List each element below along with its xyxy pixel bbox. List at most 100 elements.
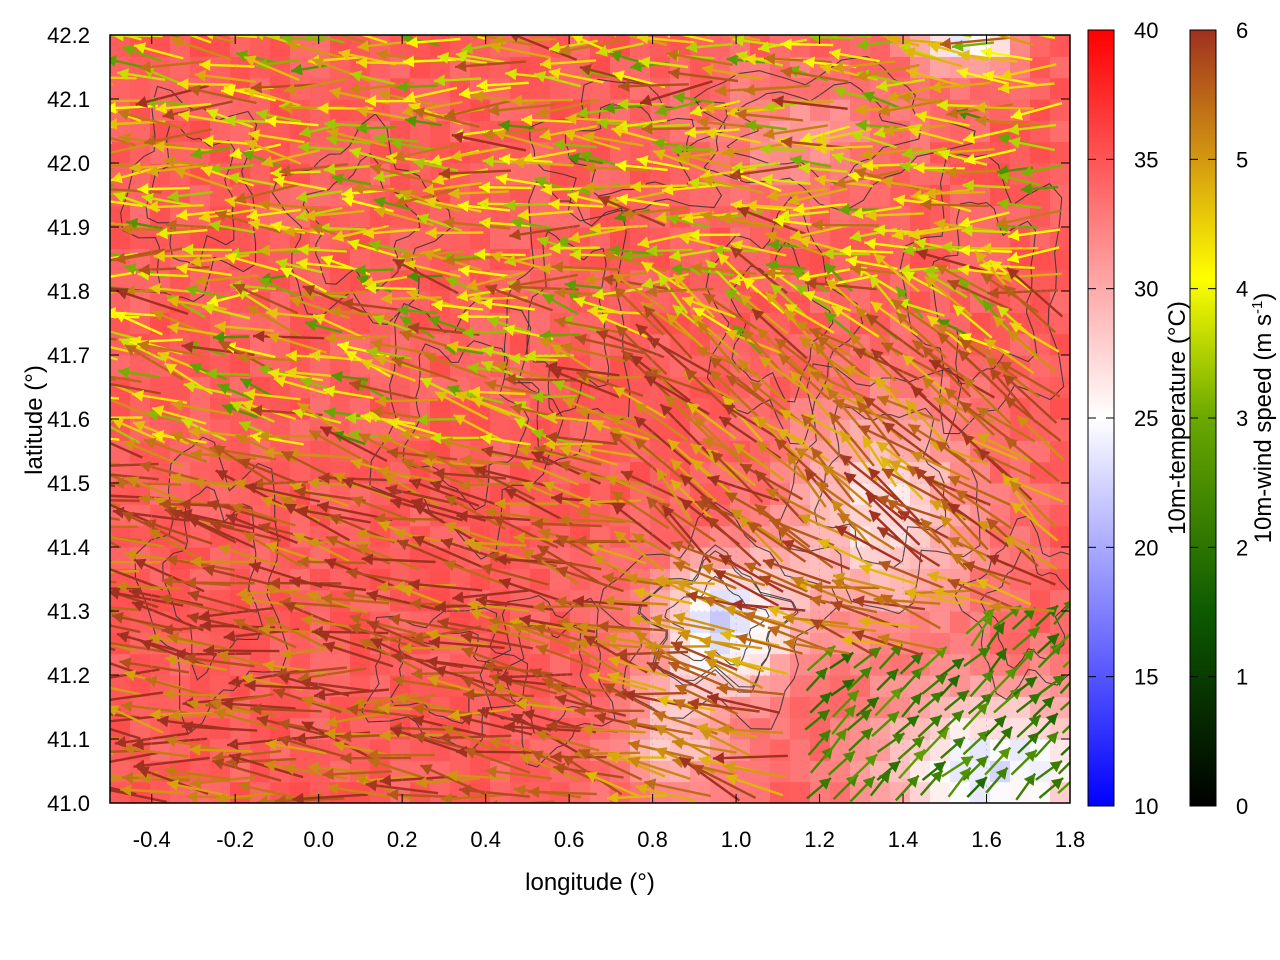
temperature-cell bbox=[410, 675, 431, 697]
temperature-cell bbox=[590, 717, 611, 740]
temperature-cell bbox=[190, 184, 211, 207]
temperature-cell bbox=[390, 568, 411, 591]
temperature-cell bbox=[610, 760, 631, 783]
wind-vector bbox=[110, 378, 117, 381]
colorbar-tick-label: 15 bbox=[1134, 665, 1158, 690]
temperature-cell bbox=[330, 141, 351, 164]
wind-vector bbox=[110, 647, 116, 652]
temperature-cell bbox=[310, 355, 331, 377]
temperature-cell bbox=[110, 397, 131, 420]
temperature-cell bbox=[390, 35, 411, 57]
temperature-cell bbox=[110, 547, 131, 569]
temperature-cell bbox=[130, 355, 151, 377]
temperature-cell bbox=[190, 717, 211, 740]
temperature-cell bbox=[170, 483, 191, 505]
temperature-cell bbox=[390, 120, 411, 143]
x-tick-label: 1.2 bbox=[804, 827, 835, 852]
temperature-cell bbox=[890, 611, 911, 633]
temperature-cell bbox=[310, 675, 331, 697]
temperature-cell bbox=[230, 568, 251, 591]
temperature-cell bbox=[930, 611, 951, 633]
temperature-cell bbox=[950, 632, 971, 655]
temperature-cell bbox=[890, 781, 911, 803]
temperature-cell bbox=[250, 568, 271, 591]
y-tick-label: 41.4 bbox=[47, 535, 90, 560]
colorbar-tick-label: 25 bbox=[1134, 406, 1158, 431]
temperature-cell bbox=[110, 141, 131, 164]
temperature-cell bbox=[350, 248, 371, 271]
temperature-cell bbox=[650, 525, 671, 548]
temperature-cell bbox=[390, 653, 411, 676]
temperature-cell bbox=[170, 675, 191, 697]
temperature-cell bbox=[330, 696, 351, 719]
temperature-cell bbox=[370, 440, 391, 463]
y-tick-label: 41.9 bbox=[47, 215, 90, 240]
temperature-cell bbox=[630, 696, 651, 719]
temperature-cell bbox=[170, 56, 191, 79]
temperature-cell bbox=[790, 739, 811, 761]
temperature-cell bbox=[970, 205, 991, 228]
y-axis-label: latitude (°) bbox=[21, 365, 48, 475]
x-axis-label: longitude (°) bbox=[525, 869, 655, 896]
temperature-cell bbox=[410, 739, 431, 761]
x-tick-label: 1.8 bbox=[1055, 827, 1086, 852]
wind-colorbar-label-main: 10m-wind speed (m s bbox=[1250, 314, 1277, 543]
y-tick-label: 41.2 bbox=[47, 663, 90, 688]
temperature-cell bbox=[810, 504, 831, 527]
y-tick-label: 42.1 bbox=[47, 87, 90, 112]
plot-area: -0.4 -0.2 0.0 0.2 0.4 0.6 0.8 1.0 1.2 1.4 1.6 1.8 4… bbox=[47, 23, 1086, 852]
temperature-cell bbox=[290, 120, 311, 143]
temperature-cell bbox=[150, 376, 171, 399]
temperature-cell bbox=[570, 312, 591, 335]
temperature-cell bbox=[610, 141, 631, 164]
temperature-cell bbox=[930, 781, 951, 803]
temperature-cell bbox=[1050, 56, 1070, 79]
temperature-cell bbox=[330, 483, 351, 505]
temperature-cell bbox=[110, 675, 131, 697]
temperature-cell bbox=[970, 653, 991, 676]
temperature-cell bbox=[990, 632, 1011, 655]
wind-colorbar-label: 10m-wind speed (m s-1) bbox=[1249, 293, 1277, 544]
temperature-cell bbox=[750, 227, 771, 249]
temperature-cell bbox=[230, 227, 251, 249]
temperature-cell bbox=[710, 781, 731, 803]
temperature-cell bbox=[910, 205, 931, 228]
y-tick-label: 41.1 bbox=[47, 727, 90, 752]
temperature-cell bbox=[550, 653, 571, 676]
temperature-cell bbox=[690, 227, 711, 249]
temperature-cell bbox=[490, 717, 511, 740]
temperature-cell bbox=[130, 675, 151, 697]
temperature-cell bbox=[650, 163, 671, 185]
y-tick-label: 41.6 bbox=[47, 407, 90, 432]
temperature-cell bbox=[430, 120, 451, 143]
wind-vector bbox=[110, 580, 117, 584]
temperature-cell bbox=[1050, 120, 1070, 143]
temperature-cell bbox=[330, 205, 351, 228]
temperature-cell bbox=[210, 483, 231, 505]
temperature-cell bbox=[690, 781, 711, 803]
temperature-cell bbox=[270, 589, 291, 612]
y-tick-label: 41.8 bbox=[47, 279, 90, 304]
temperature-cell bbox=[590, 781, 611, 803]
temperature-cell bbox=[670, 781, 691, 803]
temperature-cell bbox=[1050, 461, 1070, 484]
temperature-cell bbox=[490, 781, 511, 803]
temperature-cell bbox=[790, 675, 811, 697]
temperature-cell bbox=[330, 99, 351, 121]
temperature-cell bbox=[470, 163, 491, 185]
temperature-cell bbox=[430, 355, 451, 377]
temperature-cell bbox=[530, 77, 551, 100]
temperature-cell bbox=[690, 525, 711, 548]
temperature-cell bbox=[110, 227, 131, 249]
wind-colorbar: 0 1 2 3 4 5 6 10m-wind speed (m s-1) bbox=[1189, 18, 1277, 819]
temperature-cell bbox=[410, 227, 431, 249]
temperature-cell bbox=[150, 440, 171, 463]
x-tick-label: 1.6 bbox=[971, 827, 1002, 852]
temperature-cell bbox=[510, 760, 531, 783]
temperature-cell bbox=[250, 333, 271, 356]
temperature-cell bbox=[550, 632, 571, 655]
temperature-cell bbox=[290, 312, 311, 335]
temperature-cell bbox=[490, 205, 511, 228]
temperature-cell bbox=[650, 760, 671, 783]
temperature-cell bbox=[770, 717, 791, 740]
